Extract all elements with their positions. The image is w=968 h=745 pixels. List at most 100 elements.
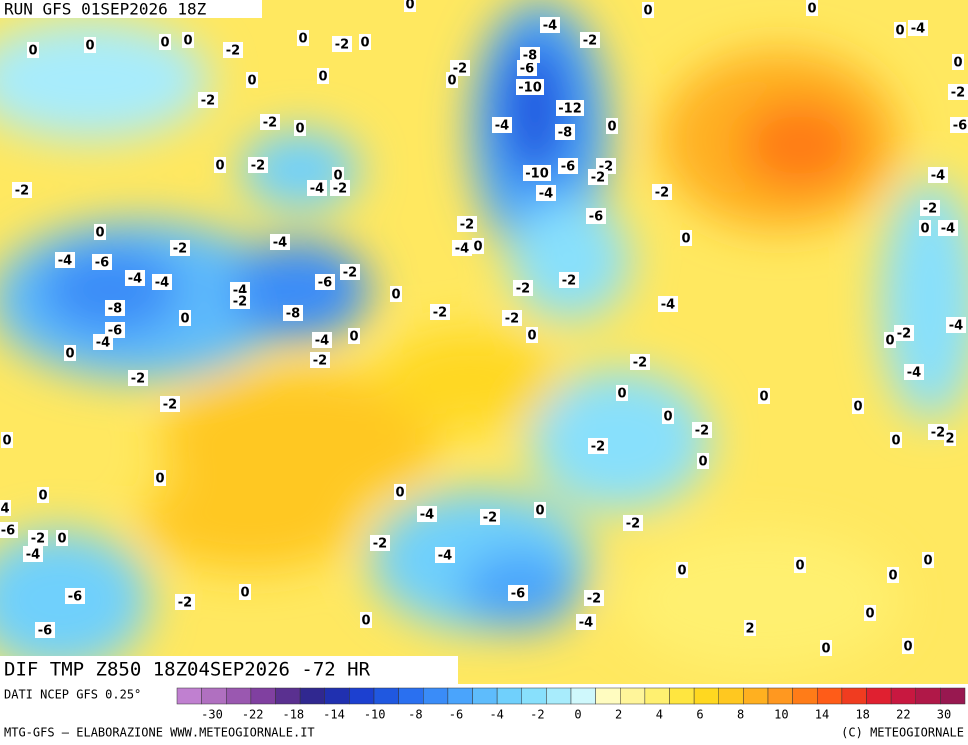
label-box <box>179 310 191 326</box>
contour-label: 0 <box>447 74 456 89</box>
label-box <box>312 332 332 348</box>
contour-label: -2 <box>163 398 177 413</box>
contour-label: 0 <box>853 400 862 415</box>
label-box <box>852 398 864 414</box>
colorbar-tick-label: -30 <box>201 708 223 722</box>
colorbar-tick-label: 14 <box>815 708 829 722</box>
label-box <box>340 264 360 280</box>
label-box <box>317 68 329 84</box>
label-box <box>246 72 258 88</box>
label-box <box>125 270 145 286</box>
label-box <box>540 17 560 33</box>
contour-label: -2 <box>251 159 265 174</box>
contour-label: -4 <box>495 119 509 134</box>
label-box <box>884 332 896 348</box>
contour-label: 0 <box>391 288 400 303</box>
contour-label: -2 <box>263 116 277 131</box>
contour-label: -2 <box>923 202 937 217</box>
label-box <box>283 305 303 321</box>
footer-left: MTG-GFS — ELABORAZIONE WWW.METEOGIORNALE… <box>4 726 315 740</box>
contour-label: -12 <box>558 102 582 117</box>
contour-label: 0 <box>295 122 304 137</box>
colorbar-tick-label: 2 <box>615 708 622 722</box>
label-box <box>452 240 472 256</box>
contour-label: 0 <box>920 222 929 237</box>
contour-label: 0 <box>333 169 342 184</box>
label-box <box>662 408 674 424</box>
color-swatch <box>250 687 276 705</box>
contour-label: -2 <box>587 592 601 607</box>
contour-label: -4 <box>941 222 955 237</box>
color-swatch <box>644 687 670 705</box>
contour-label: -6 <box>561 160 575 175</box>
contour-label: 0 <box>160 36 169 51</box>
contour-label: 4 <box>0 502 9 517</box>
color-swatch <box>176 687 202 705</box>
colorbar-tick-label: -14 <box>323 708 345 722</box>
colorbar-tick-label: 8 <box>737 708 744 722</box>
contour-label: 0 <box>183 34 192 49</box>
colorbar-tick-label: -18 <box>282 708 304 722</box>
label-box <box>128 370 148 386</box>
label-box <box>370 535 390 551</box>
contour-label: 0 <box>807 2 816 17</box>
label-box <box>894 325 914 341</box>
label-box <box>616 385 628 401</box>
contour-label: -10 <box>518 81 542 96</box>
color-swatch <box>201 687 227 705</box>
label-box <box>307 180 327 196</box>
label-box <box>794 557 806 573</box>
label-box <box>404 0 416 12</box>
label-box <box>680 230 692 246</box>
color-swatch <box>447 687 473 705</box>
label-box <box>558 158 578 174</box>
color-swatch <box>398 687 424 705</box>
contour-label: 0 <box>903 640 912 655</box>
contour-label: 0 <box>361 614 370 629</box>
contour-label: -4 <box>315 334 329 349</box>
contour-label: 0 <box>865 607 874 622</box>
label-box <box>902 638 914 654</box>
colorbar-tick-label: -22 <box>242 708 264 722</box>
contour-label: -4 <box>58 254 72 269</box>
contour-label: -2 <box>460 218 474 233</box>
label-box <box>64 345 76 361</box>
contour-label: -4 <box>438 549 452 564</box>
contour-label: -4 <box>155 276 169 291</box>
contour-label: -2 <box>626 517 640 532</box>
color-swatch <box>275 687 301 705</box>
contour-label: -2 <box>343 266 357 281</box>
contour-label: -2 <box>931 426 945 441</box>
label-box <box>159 34 171 50</box>
label-box <box>864 605 876 621</box>
label-box <box>692 422 712 438</box>
contour-label: 0 <box>405 0 414 13</box>
colorbar-tick-label: -6 <box>449 708 463 722</box>
contour-label: -4 <box>96 336 110 351</box>
contour-label: 0 <box>527 329 536 344</box>
label-box <box>27 42 39 58</box>
label-box <box>390 286 402 302</box>
color-swatch <box>521 687 547 705</box>
contour-label: -6 <box>589 210 603 225</box>
label-box <box>890 432 902 448</box>
contour-label: -10 <box>525 167 549 182</box>
label-box <box>359 34 371 50</box>
contour-label: 2 <box>745 622 754 637</box>
label-box <box>93 334 113 350</box>
contour-label: 0 <box>607 120 616 135</box>
label-box <box>586 208 606 224</box>
contour-label: -4 <box>26 548 40 563</box>
color-swatch <box>373 687 399 705</box>
label-box <box>182 32 194 48</box>
color-swatch <box>890 687 916 705</box>
label-box <box>332 167 344 183</box>
contour-label: -4 <box>907 366 921 381</box>
contour-label: -6 <box>318 276 332 291</box>
label-box <box>606 118 618 134</box>
contour-label: 0 <box>155 472 164 487</box>
label-box <box>492 117 512 133</box>
label-box <box>435 547 455 563</box>
label-box <box>950 117 968 133</box>
contour-label: -4 <box>273 236 287 251</box>
